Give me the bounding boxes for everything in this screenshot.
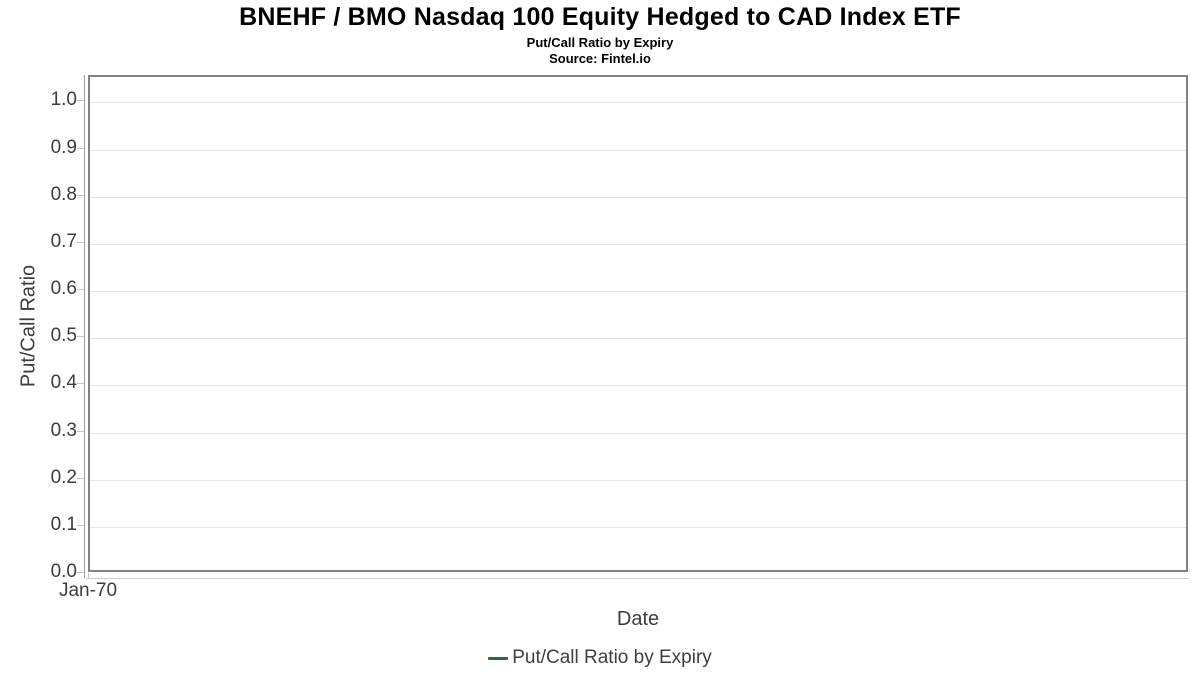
gridline — [90, 197, 1186, 198]
gridline — [90, 102, 1186, 103]
y-axis-tick-label: 0.4 — [50, 372, 77, 393]
gridline — [90, 433, 1186, 434]
legend-line-icon — [488, 656, 509, 660]
y-axis-tick — [77, 478, 84, 479]
y-axis-title: Put/Call Ratio — [17, 264, 40, 388]
y-axis-tick-label: 1.0 — [50, 89, 77, 110]
y-axis-tick — [77, 431, 84, 432]
y-axis-tick-label: 0.6 — [50, 278, 77, 299]
chart-source: Source: Fintel.io — [549, 51, 651, 66]
y-axis-tick-label: 0.0 — [50, 561, 77, 582]
chart-subtitle: Put/Call Ratio by Expiry — [526, 35, 674, 50]
y-axis-tick-label: 0.7 — [50, 231, 77, 252]
chart-title: BNEHF / BMO Nasdaq 100 Equity Hedged to … — [239, 3, 961, 31]
y-axis-line — [84, 75, 85, 578]
gridline — [90, 527, 1186, 528]
y-axis-tick-label: 0.2 — [50, 467, 77, 488]
y-axis-tick-label: 0.8 — [50, 184, 77, 205]
y-axis-tick — [77, 336, 84, 337]
y-axis-tick-label: 0.5 — [50, 325, 77, 346]
y-axis-tick — [77, 383, 84, 384]
y-axis-tick-label: 0.1 — [50, 514, 77, 535]
y-axis-tick-label: 0.9 — [50, 137, 77, 158]
gridline — [90, 244, 1186, 245]
y-axis-tick — [77, 148, 84, 149]
x-axis-line — [86, 578, 1188, 579]
legend-label: Put/Call Ratio by Expiry — [512, 647, 712, 668]
y-axis-tick — [77, 572, 84, 573]
plot-area — [88, 75, 1188, 572]
legend: Put/Call Ratio by Expiry — [0, 647, 1200, 669]
gridline — [90, 338, 1186, 339]
y-axis-tick — [77, 242, 84, 243]
y-axis-tick — [77, 100, 84, 101]
y-axis-tick-label: 0.3 — [50, 420, 77, 441]
y-axis-tick — [77, 195, 84, 196]
gridline — [90, 385, 1186, 386]
y-axis-tick — [77, 525, 84, 526]
y-axis-tick — [77, 289, 84, 290]
x-axis-tick-label: Jan-70 — [58, 580, 118, 601]
x-axis-tick — [88, 573, 89, 579]
x-axis-title: Date — [616, 608, 660, 630]
gridline — [90, 150, 1186, 151]
gridline — [90, 480, 1186, 481]
gridline — [90, 291, 1186, 292]
